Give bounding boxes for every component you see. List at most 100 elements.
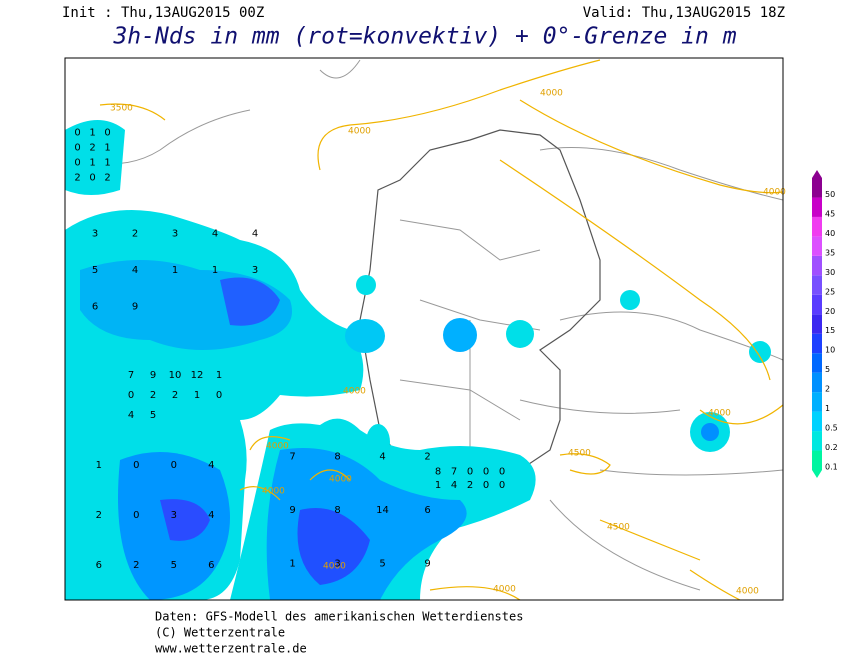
precipitation-value: 4 [128, 410, 134, 421]
isotherm-label: 4000 [763, 188, 786, 198]
legend-label: 15 [825, 326, 835, 335]
precipitation-value: 1 [89, 158, 95, 169]
precipitation-value: 8 [334, 505, 340, 516]
precipitation-value: 3 [252, 265, 258, 276]
precipitation-value: 6 [424, 505, 430, 516]
footer-source: Daten: GFS-Modell des amerikanischen Wet… [155, 610, 523, 624]
precipitation-value: 0 [74, 158, 80, 169]
legend-swatch [812, 392, 822, 412]
precipitation-value: 9 [150, 370, 156, 381]
legend-swatch [812, 255, 822, 276]
precipitation-value: 2 [96, 510, 102, 521]
isotherm-label: 3500 [110, 104, 133, 114]
init-time: Init : Thu,13AUG2015 00Z [62, 5, 264, 21]
precipitation-value: 7 [289, 452, 295, 463]
isotherm-label: 4000 [329, 475, 352, 485]
precipitation-value: 0 [499, 467, 505, 478]
isotherm-label: 4000 [540, 89, 563, 99]
precipitation-value: 0 [483, 480, 489, 491]
precipitation-value: 3 [171, 510, 177, 521]
precipitation-value: 4 [132, 265, 138, 276]
valid-time: Valid: Thu,13AUG2015 18Z [583, 5, 785, 21]
precipitation-value: 0 [128, 390, 134, 401]
precipitation-value: 2 [132, 228, 138, 239]
isotherm-label: 4000 [343, 387, 366, 397]
precipitation-value: 1 [89, 128, 95, 139]
precipitation-value: 5 [150, 410, 156, 421]
precipitation-value: 1 [96, 460, 102, 471]
legend-label: 20 [825, 307, 835, 316]
precipitation-value: 0 [74, 128, 80, 139]
precipitation-value: 10 [169, 370, 182, 381]
precipitation-value: 4 [212, 228, 218, 239]
precipitation-value: 0 [133, 460, 139, 471]
precipitation-value: 6 [92, 302, 98, 313]
precipitation-value: 4 [208, 510, 214, 521]
precipitation-value: 1 [104, 158, 110, 169]
legend-swatch [812, 178, 822, 198]
isotherm-label: 4000 [266, 442, 289, 452]
footer-url: www.wetterzentrale.de [155, 642, 307, 656]
legend-swatch [812, 450, 822, 470]
precipitation-value: 0 [499, 480, 505, 491]
precipitation-value: 2 [172, 390, 178, 401]
legend-swatch [812, 197, 822, 217]
map-title: 3h-Nds in mm (rot=konvektiv) + 0°-Grenze… [112, 24, 736, 50]
precipitation-value: 0 [467, 467, 473, 478]
precipitation-value: 8 [334, 452, 340, 463]
precipitation-value: 1 [194, 390, 200, 401]
legend-label: 1 [825, 404, 830, 413]
precipitation-value: 0 [133, 510, 139, 521]
precipitation-values: 0 1 00 2 10 1 12 0 23 2 3 4 45 4 1 1 36 97 9 10 12 10 2 2 1 04 51 0… [74, 128, 505, 572]
legend-label: 2 [825, 385, 830, 394]
precipitation-value: 1 [172, 265, 178, 276]
precipitation-value: 5 [379, 558, 385, 569]
isotherm-label: 4000 [493, 585, 516, 595]
precipitation-value: 0 [171, 460, 177, 471]
precipitation-value: 8 [435, 467, 441, 478]
precipitation-value: 2 [104, 173, 110, 184]
legend-label: 0.1 [825, 463, 838, 472]
precipitation-value: 2 [74, 173, 80, 184]
precipitation-value: 3 [92, 228, 98, 239]
map-frame [64, 57, 784, 601]
freezing-level-isolines [99, 59, 784, 601]
legend-label: 10 [825, 346, 835, 355]
legend-label: 5 [825, 365, 830, 374]
precipitation-value: 2 [467, 480, 473, 491]
precipitation-value: 4 [451, 480, 457, 491]
isotherm-label: 4000 [323, 562, 346, 572]
precipitation-value: 2 [150, 390, 156, 401]
legend-swatch [812, 431, 822, 451]
legend-arrow [812, 470, 822, 478]
precipitation-value: 6 [96, 560, 102, 571]
legend-label: 0.5 [825, 424, 838, 433]
legend-arrow [812, 170, 822, 178]
legend-label: 40 [825, 229, 835, 238]
precipitation-value: 1 [104, 143, 110, 154]
legend-swatch [812, 275, 822, 295]
isotherm-label: 4500 [568, 449, 591, 459]
legend-swatch [812, 236, 822, 256]
footer-copyright: (C) Wetterzentrale [155, 626, 285, 640]
precipitation-value: 4 [208, 460, 214, 471]
legend-swatch [812, 333, 822, 354]
precipitation-value: 2 [89, 143, 95, 154]
legend-label: 0.2 [825, 443, 838, 452]
precipitation-value: 0 [74, 143, 80, 154]
isotherm-label: 4000 [708, 409, 731, 419]
legend-label: 30 [825, 268, 835, 277]
isotherm-labels: 3500400040004000400040004000400045004500… [110, 89, 786, 597]
legend-swatch [812, 294, 822, 315]
legend-swatch [812, 372, 822, 393]
legend-swatch [812, 411, 822, 432]
precipitation-value: 0 [89, 173, 95, 184]
precipitation-value: 1 [216, 370, 222, 381]
precipitation-areas [65, 120, 771, 600]
precipitation-value: 5 [92, 265, 98, 276]
precipitation-value: 1 [435, 480, 441, 491]
precipitation-value: 0 [104, 128, 110, 139]
precipitation-value: 4 [252, 228, 258, 239]
